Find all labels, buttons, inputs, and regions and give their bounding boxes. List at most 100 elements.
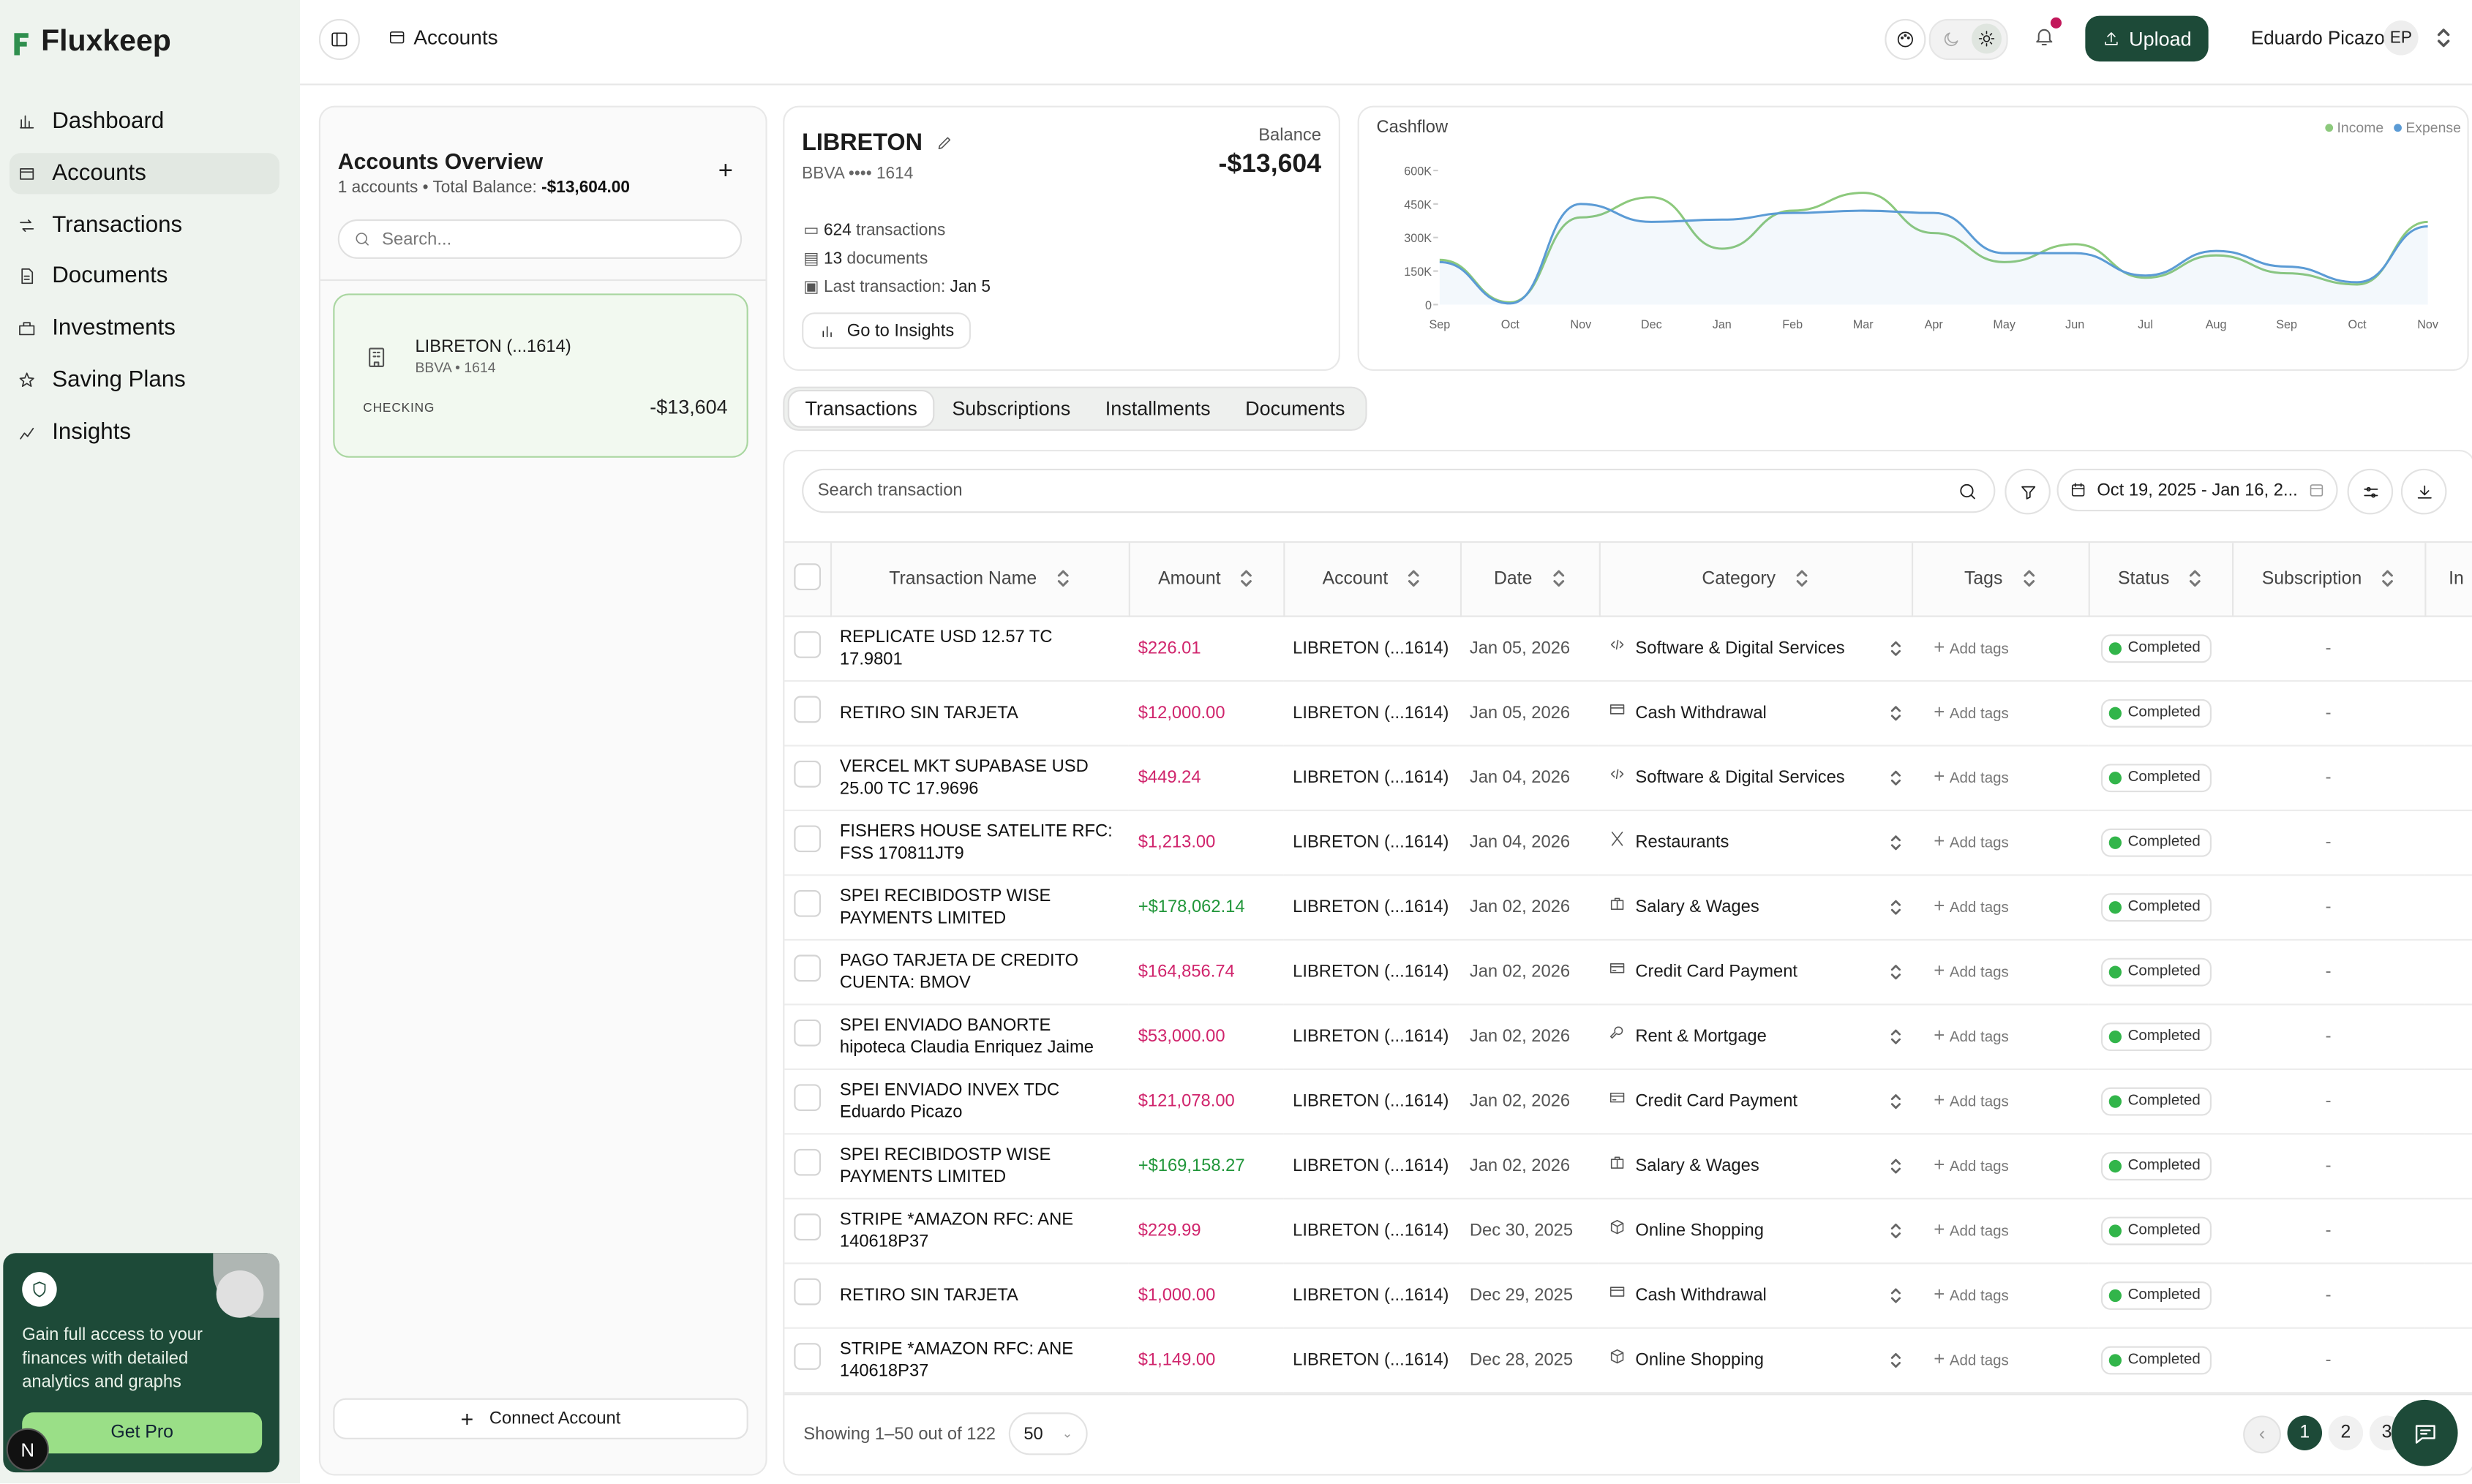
nav-item[interactable]: Saving Plans — [10, 360, 279, 401]
column-header[interactable]: Date — [1459, 543, 1600, 617]
tags-cell[interactable]: + Add tags — [1912, 745, 2089, 812]
settings-button[interactable] — [2347, 468, 2394, 515]
row-select[interactable] — [784, 681, 830, 747]
row-select[interactable] — [784, 875, 830, 941]
tab[interactable]: Documents — [1245, 397, 1345, 420]
row-select[interactable] — [784, 1198, 830, 1265]
row-select[interactable] — [784, 745, 830, 812]
nav-item[interactable]: Insights — [10, 412, 279, 453]
upload-button[interactable]: Upload — [2085, 15, 2209, 62]
tags-cell[interactable]: + Add tags — [1912, 681, 2089, 747]
page-button[interactable]: 2 — [2328, 1415, 2364, 1450]
row-select[interactable] — [784, 1004, 830, 1070]
tags-cell[interactable]: + Add tags — [1912, 1327, 2089, 1394]
category-cell[interactable]: Rent & Mortgage — [1598, 1004, 1912, 1070]
page-button[interactable]: 1 — [2287, 1415, 2323, 1450]
account-item[interactable]: LIBRETON (...1614) BBVA • 1614 CHECKING … — [333, 293, 748, 458]
row-select[interactable] — [784, 810, 830, 876]
row-select[interactable] — [784, 1263, 830, 1329]
theme-toggle[interactable] — [1928, 18, 2008, 60]
category-cell[interactable]: Salary & Wages — [1598, 1134, 1912, 1199]
nav-item[interactable]: Dashboard — [10, 101, 279, 142]
get-pro-button[interactable]: Get Pro — [22, 1412, 263, 1454]
transaction-row[interactable]: PAGO TARJETA DE CREDITO CUENTA: BMOV $164… — [784, 939, 2472, 1006]
sidebar-toggle[interactable] — [318, 18, 360, 60]
breadcrumb[interactable]: Accounts — [388, 26, 498, 49]
add-account[interactable]: + — [718, 157, 733, 185]
category-cell[interactable]: Credit Card Payment — [1598, 1069, 1912, 1135]
tags-cell[interactable]: + Add tags — [1912, 939, 2089, 1006]
nav-item[interactable]: Documents — [10, 256, 279, 297]
row-select[interactable] — [784, 939, 830, 1006]
tags-cell[interactable]: + Add tags — [1912, 810, 2089, 876]
notifications[interactable] — [2033, 17, 2062, 56]
category-cell[interactable]: Online Shopping — [1598, 1327, 1912, 1394]
nav-item[interactable]: Investments — [10, 308, 279, 349]
category-cell[interactable]: Software & Digital Services — [1598, 745, 1912, 812]
category-cell[interactable]: Restaurants — [1598, 810, 1912, 876]
column-header[interactable]: In — [2424, 543, 2472, 617]
select-all[interactable] — [784, 543, 832, 617]
connect-account-button[interactable]: + Connect Account — [333, 1398, 748, 1439]
palette-button[interactable] — [1885, 18, 1926, 60]
user-avatar[interactable]: EP — [2383, 20, 2419, 56]
row-select[interactable] — [784, 616, 830, 682]
account-search[interactable]: Search... — [337, 219, 743, 259]
row-select[interactable] — [784, 1327, 830, 1394]
transaction-name: SPEI ENVIADO INVEX TDC Eduardo Picazo — [830, 1069, 1129, 1135]
filter-button[interactable] — [2005, 468, 2051, 515]
transaction-row[interactable]: SPEI ENVIADO INVEX TDC Eduardo Picazo $12… — [784, 1069, 2472, 1135]
transaction-row[interactable]: SPEI RECIBIDOSTP WISE PAYMENTS LIMITED +$… — [784, 1134, 2472, 1199]
column-header[interactable]: Category — [1598, 543, 1913, 617]
nav-item[interactable]: Accounts — [9, 152, 279, 194]
user-menu-chevron[interactable] — [2435, 29, 2452, 48]
category-cell[interactable]: Cash Withdrawal — [1598, 681, 1912, 747]
column-header[interactable]: Tags — [1912, 543, 2089, 617]
category-cell[interactable]: Online Shopping — [1598, 1198, 1912, 1265]
column-header[interactable]: Account — [1283, 543, 1461, 617]
tags-cell[interactable]: + Add tags — [1912, 1004, 2089, 1070]
tab[interactable]: Subscriptions — [952, 397, 1071, 420]
column-header[interactable]: Amount — [1128, 543, 1285, 617]
download-button[interactable] — [2400, 468, 2447, 515]
transaction-search[interactable]: Search transaction — [802, 468, 1996, 513]
category-cell[interactable]: Credit Card Payment — [1598, 939, 1912, 1006]
tab[interactable]: Installments — [1105, 397, 1211, 420]
transaction-row[interactable]: REPLICATE USD 12.57 TC 17.9801 $226.01 LIB… — [784, 616, 2472, 682]
page-size[interactable]: 50 ⌄ — [1008, 1412, 1088, 1455]
transaction-row[interactable]: RETIRO SIN TARJETA $12,000.00 LIBRETON (..… — [784, 681, 2472, 747]
insights-button[interactable]: Go to Insights — [802, 312, 972, 349]
category-cell[interactable]: Cash Withdrawal — [1598, 1263, 1912, 1329]
transaction-row[interactable]: RETIRO SIN TARJETA $1,000.00 LIBRETON (...… — [784, 1263, 2472, 1329]
footer-divider — [784, 1393, 2472, 1396]
tab[interactable]: Transactions — [787, 389, 935, 428]
nav-label: Insights — [52, 419, 132, 445]
column-header[interactable]: Subscription — [2232, 543, 2426, 617]
category-cell[interactable]: Software & Digital Services — [1598, 616, 1912, 682]
column-header[interactable]: Transaction Name — [830, 543, 1130, 617]
column-header[interactable]: Status — [2088, 543, 2234, 617]
tags-cell[interactable]: + Add tags — [1912, 1134, 2089, 1199]
tags-cell[interactable]: + Add tags — [1912, 1198, 2089, 1265]
prev-page[interactable]: ‹ — [2243, 1415, 2281, 1454]
edit-icon[interactable] — [936, 134, 954, 151]
transaction-row[interactable]: STRIPE *AMAZON RFC: ANE 140618P37 $229.99… — [784, 1198, 2472, 1265]
transaction-row[interactable]: SPEI ENVIADO BANORTE hipoteca Claudia En… — [784, 1004, 2472, 1070]
user-name[interactable]: Eduardo Picazo — [2250, 26, 2385, 49]
chat-button[interactable] — [2391, 1399, 2458, 1466]
category-cell[interactable]: Salary & Wages — [1598, 875, 1912, 941]
dev-badge[interactable]: N — [6, 1428, 49, 1472]
date-range[interactable]: Oct 19, 2025 - Jan 16, 2... — [2056, 468, 2338, 512]
tags-cell[interactable]: + Add tags — [1912, 1069, 2089, 1135]
tags-cell[interactable]: + Add tags — [1912, 616, 2089, 682]
tags-cell[interactable]: + Add tags — [1912, 1263, 2089, 1329]
transaction-row[interactable]: STRIPE *AMAZON RFC: ANE 140618P37 $1,149.… — [784, 1327, 2472, 1394]
transaction-row[interactable]: VERCEL MKT SUPABASE USD 25.00 TC 17.9696… — [784, 745, 2472, 812]
nav-item[interactable]: Transactions — [10, 205, 279, 246]
tags-cell[interactable]: + Add tags — [1912, 875, 2089, 941]
transaction-row[interactable]: SPEI RECIBIDOSTP WISE PAYMENTS LIMITED +$… — [784, 875, 2472, 941]
logo[interactable]: Fluxkeep — [12, 26, 171, 60]
row-select[interactable] — [784, 1069, 830, 1135]
row-select[interactable] — [784, 1134, 830, 1199]
transaction-row[interactable]: FISHERS HOUSE SATELITE RFC: FSS 170811JT… — [784, 810, 2472, 876]
